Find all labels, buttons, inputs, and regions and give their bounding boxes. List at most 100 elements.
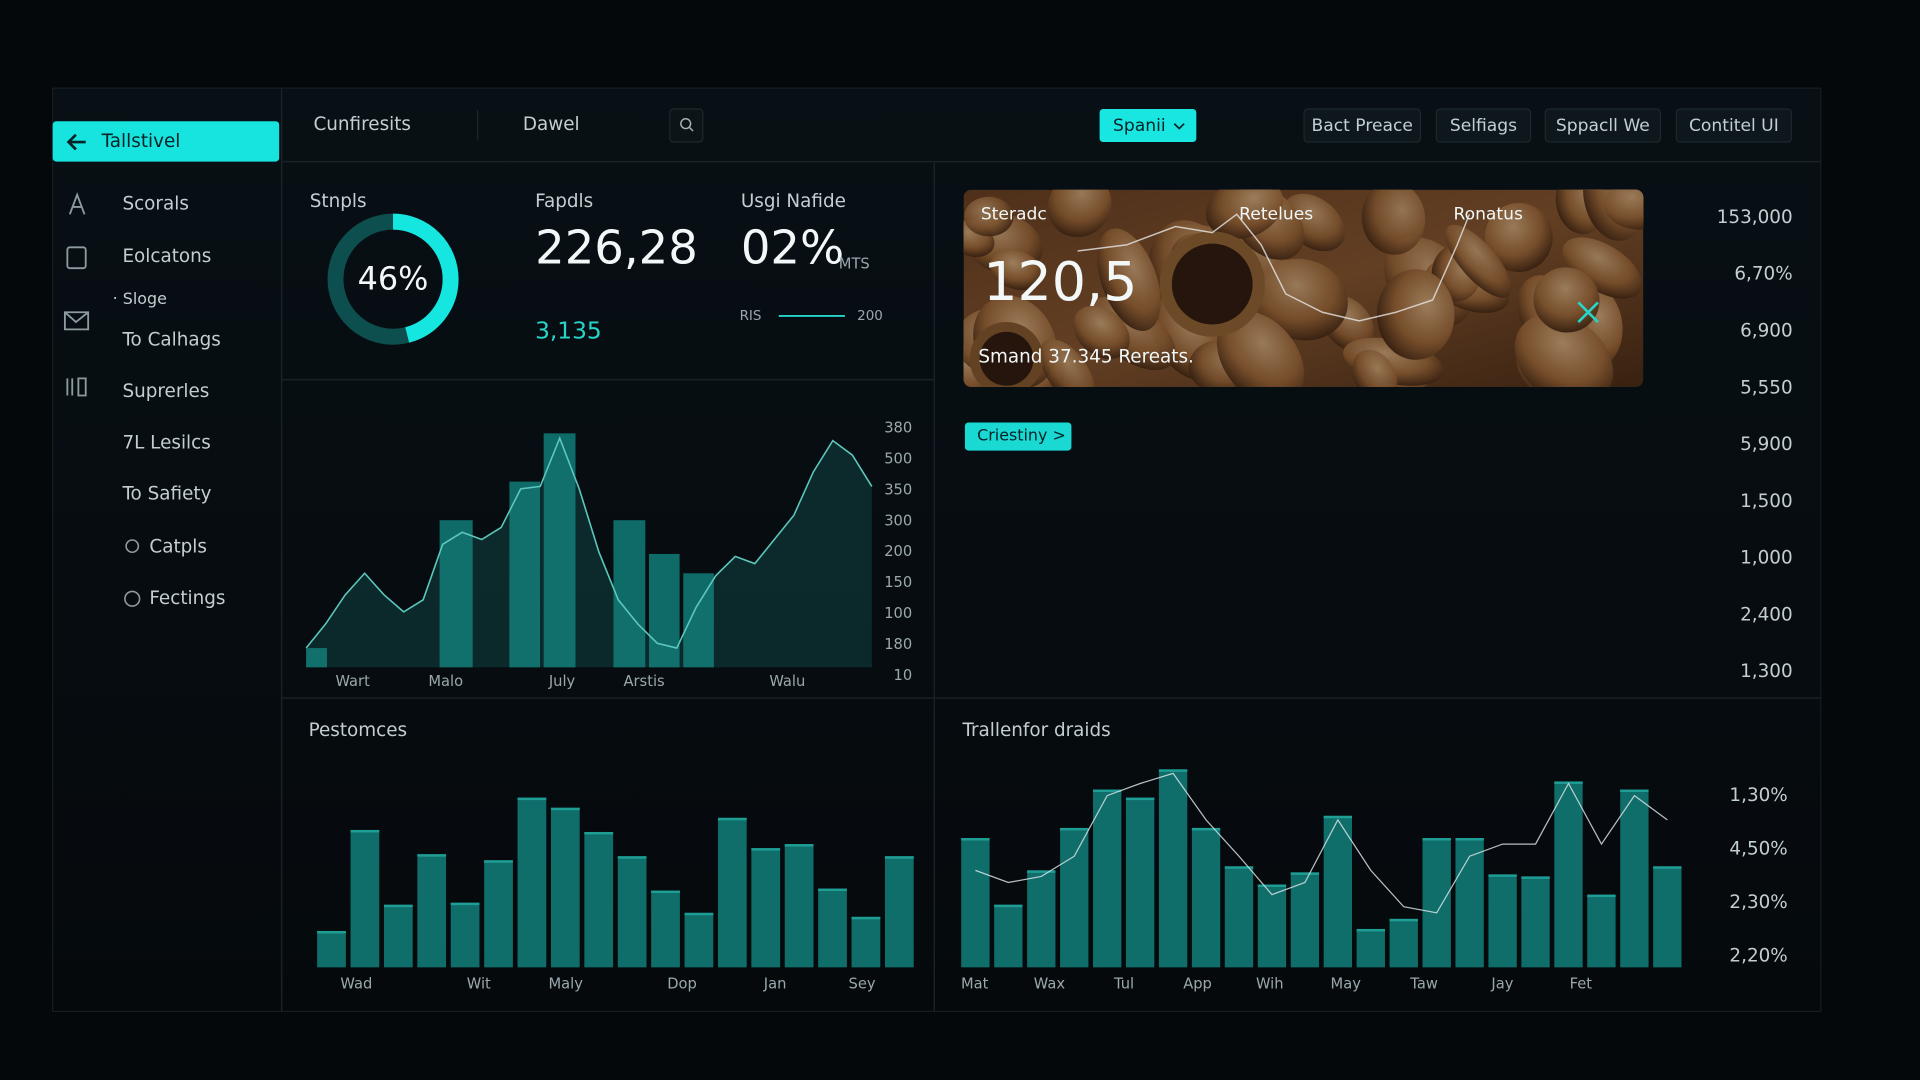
search-icon	[688, 126, 694, 132]
tag-label: Criestiny >	[977, 425, 1066, 444]
tab[interactable]: Dawel	[523, 114, 580, 135]
pebble	[1097, 228, 1161, 332]
top-button[interactable]	[1675, 108, 1793, 143]
top-button[interactable]	[1435, 108, 1532, 143]
bar	[1158, 769, 1188, 968]
x-label: Arstis	[623, 673, 664, 690]
donut-arc	[327, 213, 459, 345]
bar	[884, 856, 914, 968]
nav-item[interactable]: To Safiety	[121, 484, 211, 505]
tab[interactable]: Cunfiresits	[313, 114, 411, 135]
axis-label: 150	[884, 574, 912, 591]
pebble	[1039, 339, 1095, 387]
primary-button-label: Spanii	[1113, 116, 1166, 136]
bar	[683, 573, 714, 668]
bar	[751, 848, 781, 968]
search-icon	[680, 118, 692, 130]
kpi-value: 02%	[741, 221, 844, 275]
pebble	[1376, 269, 1455, 360]
top-button[interactable]	[1544, 108, 1662, 143]
image-overlay-line	[1077, 213, 1471, 322]
pebble-cup	[969, 322, 1044, 387]
bar	[1554, 781, 1583, 968]
sidebar: Tallstivel Scorals Eolcatons · Sloge To …	[52, 121, 280, 609]
nav-item[interactable]: Suprerles	[122, 381, 209, 402]
tag-button[interactable]	[964, 422, 1072, 451]
donut-value: 46%	[358, 259, 429, 297]
x-label: Wad	[340, 975, 372, 992]
bar-cap	[1488, 874, 1517, 877]
x-label: Wart	[335, 673, 370, 690]
axis-label: 300	[884, 512, 912, 529]
bar-cap	[717, 817, 747, 821]
active-nav[interactable]	[52, 121, 280, 162]
bar-cap	[1620, 789, 1649, 792]
bar-cap	[550, 807, 580, 811]
bar	[306, 648, 327, 668]
nav-item[interactable]: To Calhags	[121, 329, 220, 350]
button-group: Bact Preace Selfiags Sppacll We Contitel UI	[1303, 108, 1793, 143]
nav-subitem[interactable]: · Sloge	[113, 288, 167, 307]
nav-item[interactable]: Eolcatons	[122, 246, 211, 267]
bar	[350, 829, 380, 968]
x-label: Sey	[849, 975, 876, 992]
nav-item[interactable]: Scorals	[122, 193, 188, 214]
axis-label: 10	[894, 667, 913, 684]
bar-cap	[994, 904, 1023, 908]
bar-cap	[651, 890, 680, 894]
bar	[617, 856, 647, 968]
top-button-label: Selfiags	[1450, 116, 1517, 136]
primary-button[interactable]	[1099, 108, 1197, 143]
bar-cap	[1158, 769, 1188, 772]
bar	[1060, 827, 1089, 968]
top-button-label: Sppacll We	[1556, 116, 1650, 136]
x-label: July	[548, 673, 576, 690]
bar-cap	[1027, 870, 1056, 873]
x-label: Wit	[467, 975, 491, 992]
line	[305, 436, 873, 649]
x-label: Tul	[1113, 975, 1134, 992]
bar	[1125, 797, 1155, 968]
pebble	[1216, 311, 1305, 387]
x-label: May	[1331, 975, 1362, 992]
bar-cap	[1389, 918, 1418, 922]
bar-cap	[450, 902, 480, 906]
axis-label: 1,30%	[1729, 785, 1787, 806]
axis-label: 5,900	[1740, 434, 1793, 455]
image-shade	[963, 189, 1644, 387]
back-icon	[66, 133, 86, 151]
x-label: Malo	[428, 673, 463, 690]
nav-item[interactable]: Catpls	[149, 536, 207, 557]
line	[975, 772, 1668, 914]
pebble	[1047, 189, 1112, 238]
image-label: Steradc	[981, 204, 1047, 224]
pebble	[1352, 349, 1398, 387]
axis-label: 1,500	[1740, 491, 1793, 512]
bar-cap	[1653, 866, 1682, 869]
kpi-label: Stnpls	[310, 191, 367, 212]
pebble	[964, 196, 1014, 237]
x-label: Taw	[1409, 975, 1438, 992]
axis-label: 2,20%	[1729, 945, 1787, 966]
x-label: Wax	[1034, 975, 1066, 992]
bar-cap	[1587, 894, 1616, 898]
axis-label: 100	[884, 605, 912, 622]
search-button[interactable]	[669, 108, 704, 143]
axis-label: 380	[884, 420, 912, 437]
bar	[684, 912, 714, 968]
pebble	[990, 249, 1043, 291]
bar	[543, 433, 576, 668]
top-button[interactable]	[1303, 108, 1422, 143]
close-icon[interactable]	[1577, 301, 1599, 323]
axis-label: 180	[884, 636, 912, 653]
area	[306, 438, 872, 668]
bar-cap	[961, 838, 990, 841]
x-label: Maly	[548, 975, 583, 992]
nav-item[interactable]: 7L Lesilcs	[122, 432, 210, 453]
chevron	[1173, 123, 1185, 130]
bar	[613, 520, 646, 668]
nav-item[interactable]: Fectings	[149, 588, 225, 609]
bar-cap	[751, 848, 781, 851]
bar	[1587, 894, 1616, 968]
